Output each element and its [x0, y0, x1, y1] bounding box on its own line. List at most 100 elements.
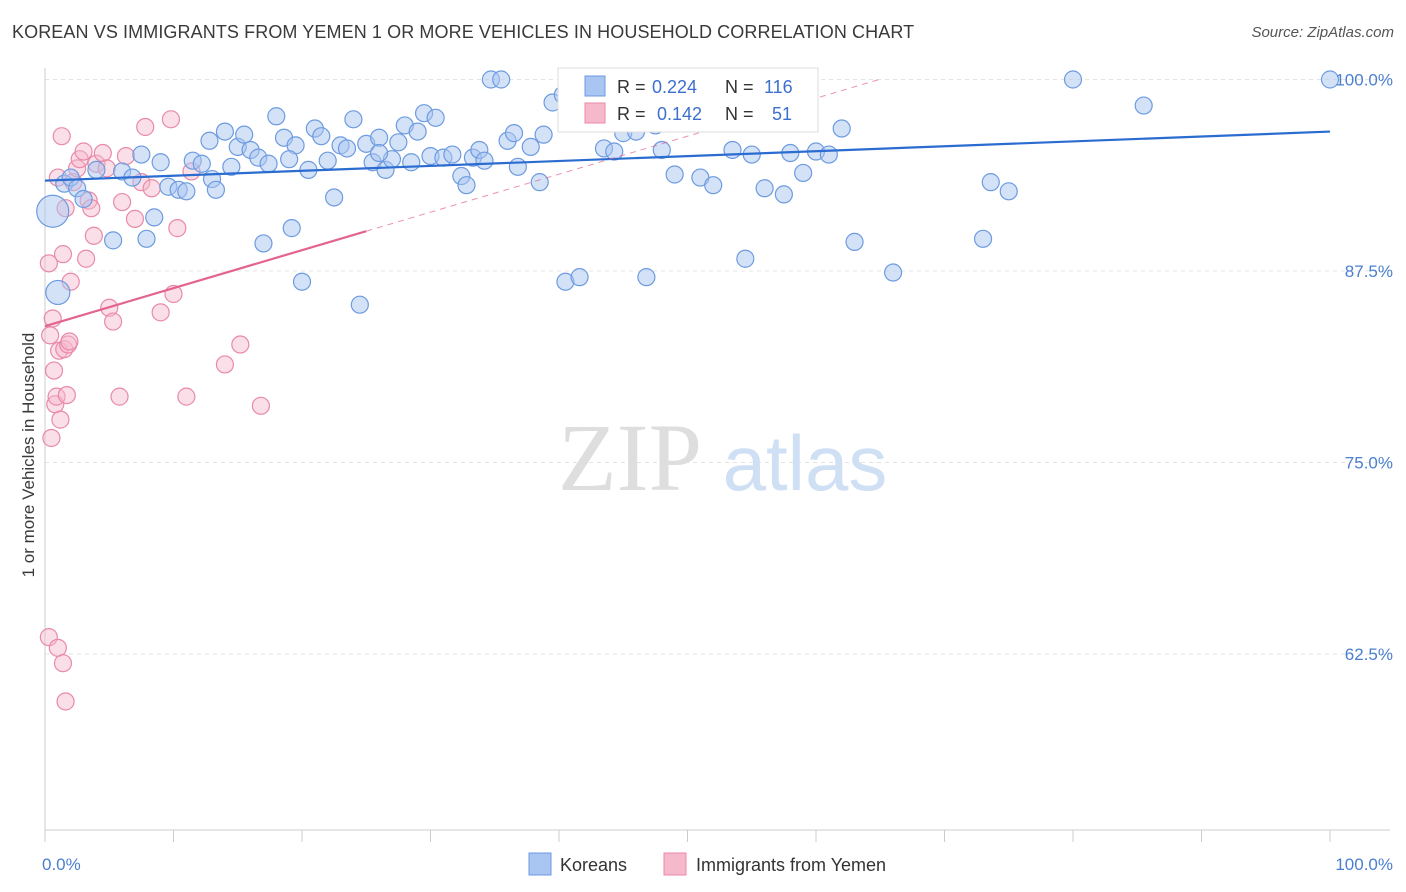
data-point-koreans [443, 145, 462, 164]
data-point-koreans [280, 150, 299, 169]
data-point-koreans [530, 173, 549, 192]
data-point-yemen [77, 249, 96, 268]
data-point-koreans [723, 140, 742, 160]
data-point-koreans [370, 128, 389, 147]
data-point-koreans [318, 151, 337, 170]
data-point-koreans [254, 234, 273, 253]
data-point-koreans [637, 268, 656, 287]
data-point-koreans [605, 142, 624, 161]
data-point-yemen [215, 355, 234, 374]
data-point-koreans [570, 268, 589, 287]
data-point-koreans [1063, 70, 1083, 89]
y-axis-label: 1 or more Vehicles in Household [19, 333, 38, 578]
data-point-koreans [755, 179, 774, 198]
data-point-koreans [652, 140, 671, 160]
data-point-koreans [504, 124, 524, 143]
stats-swatch-pink [584, 102, 606, 124]
data-point-koreans [36, 194, 70, 228]
data-point-koreans [132, 145, 151, 164]
data-point-yemen [84, 226, 103, 245]
data-point-yemen [53, 654, 73, 673]
data-point-koreans [267, 107, 286, 126]
data-point-yemen [51, 410, 70, 429]
stats-swatch-blue [584, 75, 606, 97]
data-point-yemen [53, 245, 73, 264]
data-point-koreans [736, 249, 755, 268]
y-tick-label: 62.5% [1345, 645, 1393, 664]
data-point-yemen [104, 312, 123, 331]
data-point-koreans [508, 157, 527, 176]
data-point-koreans [999, 182, 1018, 201]
data-point-koreans [145, 208, 164, 227]
data-point-yemen [125, 209, 145, 229]
data-point-koreans [408, 122, 427, 141]
data-point-koreans [74, 189, 93, 209]
trend-line-yemen [44, 230, 367, 328]
data-point-yemen [56, 692, 75, 711]
stats-r-value-1: 0.224 [652, 77, 697, 97]
tick-labels: 100.0% 87.5% 75.0% 62.5% 0.0% 100.0% [42, 71, 1393, 875]
data-point-koreans [151, 153, 170, 172]
stats-r-value-2: 0.142 [657, 104, 702, 124]
data-point-koreans [235, 125, 254, 144]
data-point-koreans [259, 154, 278, 173]
data-point-koreans [1320, 70, 1340, 89]
data-point-koreans [832, 119, 851, 138]
data-point-koreans [402, 153, 421, 172]
data-point-koreans [883, 263, 903, 282]
data-point-koreans [344, 110, 363, 129]
data-point-koreans [521, 137, 540, 157]
data-point-koreans [1134, 96, 1153, 115]
data-point-yemen [142, 179, 161, 198]
stats-n-label-2: N = [725, 104, 754, 124]
data-point-koreans [794, 163, 813, 183]
legend: Koreans Immigrants from Yemen [528, 852, 886, 876]
data-point-koreans [350, 295, 369, 314]
watermark-zip: ZIP [558, 404, 702, 511]
axes [44, 68, 1390, 842]
data-point-koreans [206, 180, 226, 199]
data-point-koreans [325, 188, 344, 207]
data-point-yemen [110, 387, 129, 406]
legend-label-koreans: Koreans [560, 855, 627, 875]
x-tick-label: 100.0% [1335, 855, 1393, 874]
data-point-yemen [151, 303, 170, 322]
data-point-koreans [312, 127, 331, 146]
data-point-yemen [231, 335, 250, 354]
data-point-yemen [177, 387, 196, 406]
stats-box: R = 0.224 N = 116 R = 0.142 N = 51 [557, 67, 819, 133]
data-point-yemen [251, 396, 270, 415]
data-point-yemen [161, 110, 181, 129]
stats-r-label-1: R = [617, 77, 646, 97]
data-point-yemen [44, 361, 64, 380]
legend-swatch-yemen [663, 852, 687, 876]
data-point-yemen [93, 143, 112, 163]
data-point-koreans [475, 151, 494, 170]
data-point-koreans [104, 231, 123, 250]
data-point-yemen [42, 428, 61, 448]
data-point-koreans [337, 139, 357, 158]
data-point-yemen [52, 127, 71, 146]
data-point-koreans [137, 229, 156, 248]
data-point-yemen [168, 219, 187, 238]
data-point-yemen [136, 117, 155, 137]
data-point-koreans [87, 160, 106, 179]
legend-swatch-koreans [528, 852, 552, 876]
grid-lines [45, 79, 1390, 655]
data-point-yemen [57, 385, 76, 405]
data-point-yemen [74, 142, 93, 161]
data-point-koreans [704, 176, 723, 195]
data-point-koreans [819, 145, 838, 164]
y-tick-label: 87.5% [1345, 262, 1393, 281]
data-point-koreans [981, 173, 1000, 192]
chart-title: KOREAN VS IMMIGRANTS FROM YEMEN 1 OR MOR… [12, 22, 915, 42]
watermark: ZIP atlas [558, 404, 887, 511]
data-point-koreans [457, 176, 476, 195]
data-point-yemen [116, 147, 136, 166]
data-point-yemen [112, 192, 132, 212]
watermark-atlas: atlas [723, 419, 888, 507]
data-point-koreans [665, 165, 684, 184]
data-point-koreans [973, 229, 993, 248]
data-point-yemen [48, 638, 67, 657]
